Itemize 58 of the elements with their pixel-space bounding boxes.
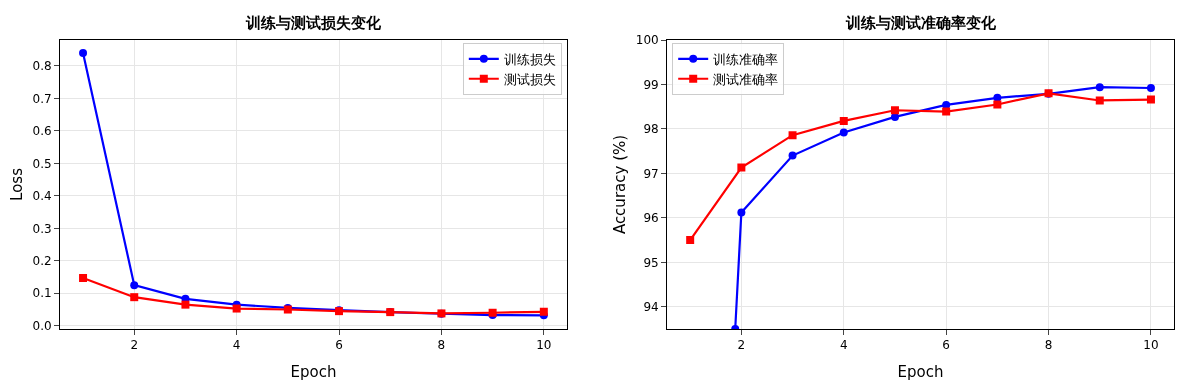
y-tick-label: 96 bbox=[643, 211, 659, 226]
point bbox=[1146, 95, 1155, 104]
point bbox=[890, 106, 899, 115]
legend-label: 训练准确率 bbox=[713, 51, 779, 67]
point bbox=[1095, 96, 1104, 105]
y-tick-label: 98 bbox=[643, 122, 659, 137]
point bbox=[181, 300, 190, 309]
y-tick-label: 0.7 bbox=[32, 91, 52, 106]
point bbox=[1095, 83, 1104, 92]
point bbox=[539, 307, 548, 316]
point bbox=[993, 100, 1002, 109]
legend-label: 测试损失 bbox=[503, 71, 556, 87]
y-tick-label: 0.0 bbox=[32, 318, 52, 333]
point bbox=[1146, 84, 1155, 93]
x-tick-label: 10 bbox=[1143, 338, 1159, 353]
chart-title: 训练与测试准确率变化 bbox=[845, 14, 997, 32]
x-tick-label: 4 bbox=[232, 338, 241, 353]
x-tick-label: 6 bbox=[942, 338, 950, 353]
y-tick-label: 99 bbox=[643, 77, 659, 92]
point bbox=[130, 281, 139, 290]
y-tick-label: 0.2 bbox=[32, 254, 52, 269]
y-axis-title: Loss bbox=[7, 167, 26, 201]
y-tick-label: 0.3 bbox=[32, 221, 52, 236]
y-tick-label: 97 bbox=[643, 166, 659, 181]
point bbox=[686, 236, 695, 245]
y-tick-label: 0.5 bbox=[32, 156, 52, 171]
y-axis-title: Accuracy (%) bbox=[611, 134, 630, 235]
point bbox=[232, 304, 241, 313]
point bbox=[788, 151, 797, 160]
y-tick-label: 0.4 bbox=[32, 189, 52, 204]
y-tick-label: 95 bbox=[643, 255, 659, 270]
legend-label: 测试准确率 bbox=[713, 71, 779, 87]
y-tick-label: 100 bbox=[635, 33, 659, 48]
point bbox=[942, 107, 951, 116]
y-tick-label: 0.8 bbox=[32, 59, 52, 74]
legend-label: 训练损失 bbox=[503, 51, 556, 67]
x-tick-label: 10 bbox=[536, 338, 552, 353]
x-tick-label: 2 bbox=[737, 338, 746, 353]
x-tick-label: 6 bbox=[335, 338, 343, 353]
y-tick-label: 94 bbox=[643, 299, 659, 314]
chart-title: 训练与测试损失变化 bbox=[245, 14, 382, 32]
x-tick-label: 2 bbox=[130, 338, 139, 353]
point bbox=[737, 208, 746, 217]
point bbox=[79, 274, 88, 283]
x-axis-title: Epoch bbox=[897, 363, 944, 382]
y-tick-label: 0.1 bbox=[32, 286, 52, 301]
point bbox=[839, 128, 848, 137]
x-tick-label: 8 bbox=[1044, 338, 1053, 353]
x-tick-label: 8 bbox=[437, 338, 446, 353]
point bbox=[79, 48, 88, 57]
point bbox=[839, 116, 848, 125]
point bbox=[942, 100, 951, 109]
y-tick-label: 0.6 bbox=[32, 124, 52, 139]
point bbox=[130, 293, 139, 302]
x-axis-title: Epoch bbox=[290, 363, 337, 382]
point bbox=[788, 131, 797, 140]
point bbox=[737, 163, 746, 172]
x-tick-label: 4 bbox=[839, 338, 848, 353]
